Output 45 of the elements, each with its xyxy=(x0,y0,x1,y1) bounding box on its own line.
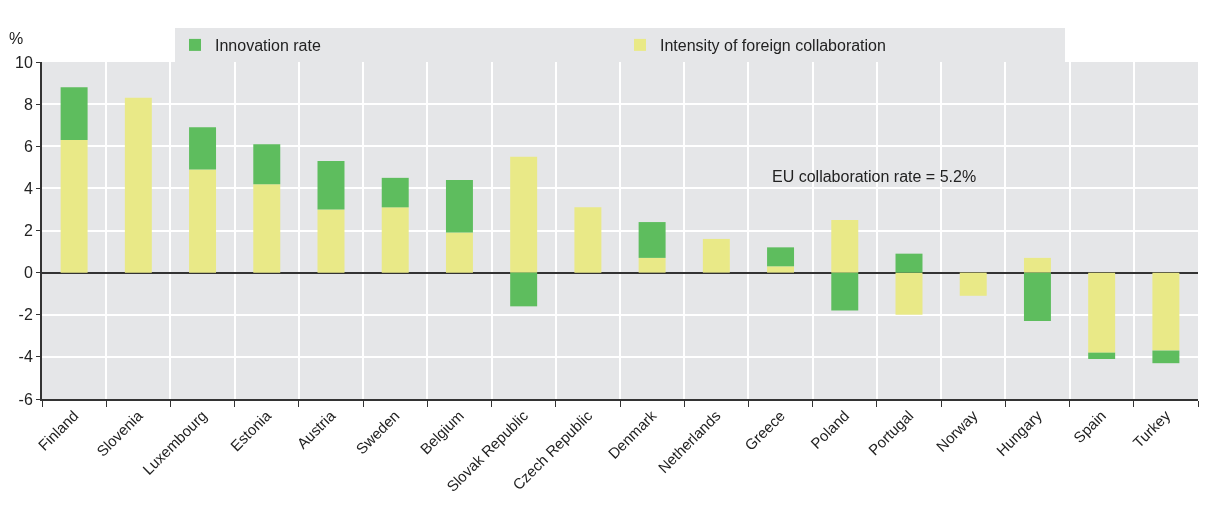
bar xyxy=(1088,352,1116,359)
bar xyxy=(60,87,88,140)
bar xyxy=(1152,350,1180,364)
y-tick-label: 10 xyxy=(15,53,33,71)
legend-label: Innovation rate xyxy=(215,37,321,55)
bar xyxy=(381,207,409,273)
bar xyxy=(1023,257,1051,273)
annotation: EU collaboration rate = 5.2% xyxy=(772,168,977,185)
bar xyxy=(1152,272,1180,351)
bar xyxy=(895,272,923,315)
bar xyxy=(189,127,217,170)
y-tick-label: -2 xyxy=(18,306,33,324)
bar xyxy=(253,184,281,273)
bar xyxy=(60,139,88,273)
bar xyxy=(831,272,859,311)
bar xyxy=(895,253,923,273)
bar xyxy=(1023,272,1051,322)
bar xyxy=(317,209,345,273)
y-axis-title: % xyxy=(9,30,24,47)
bar xyxy=(381,177,409,208)
y-tick-label: 8 xyxy=(23,95,33,113)
bar xyxy=(510,272,538,307)
bar xyxy=(767,247,795,267)
bar xyxy=(767,266,795,273)
bar xyxy=(445,179,473,233)
y-tick-label: -6 xyxy=(18,390,33,408)
y-tick-label: 4 xyxy=(23,179,33,197)
bar xyxy=(253,144,281,185)
bar xyxy=(831,219,859,273)
y-tick-label: 0 xyxy=(23,264,33,282)
bar xyxy=(510,156,538,273)
bar xyxy=(638,257,666,273)
y-tick-label: 6 xyxy=(23,137,33,155)
y-tick-label: -4 xyxy=(18,348,33,366)
legend-label: Intensity of foreign collaboration xyxy=(660,37,886,55)
bar xyxy=(638,222,666,258)
bar xyxy=(1088,272,1116,353)
bar xyxy=(959,272,987,296)
bar xyxy=(124,97,152,273)
y-tick-label: 2 xyxy=(23,222,33,240)
bar xyxy=(702,238,730,273)
bar xyxy=(445,232,473,273)
bar xyxy=(574,207,602,273)
bar xyxy=(189,169,217,273)
bar xyxy=(317,160,345,210)
